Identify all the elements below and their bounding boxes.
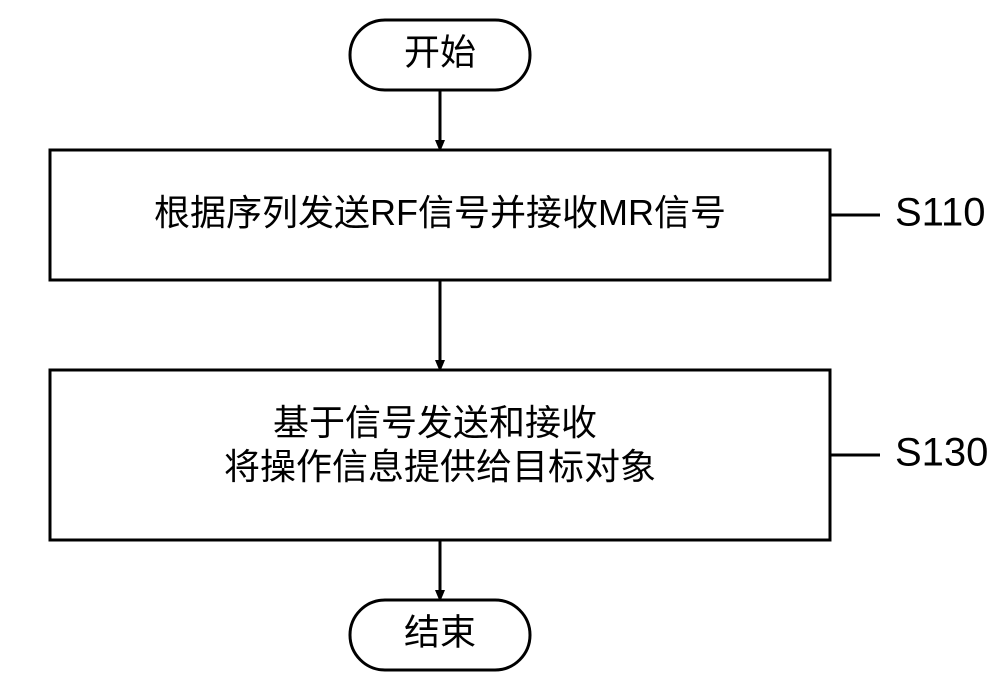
process-1-node: 根据序列发送RF信号并接收MR信号 <box>50 150 830 280</box>
start-label: 开始 <box>404 32 476 73</box>
label-s130: S130 <box>895 431 988 475</box>
start-node: 开始 <box>350 20 530 90</box>
process-1-text: 根据序列发送RF信号并接收MR信号 <box>154 192 726 233</box>
label-s110: S110 <box>895 191 985 235</box>
process-2-line-1: 基于信号发送和接收 <box>273 402 597 443</box>
end-node: 结束 <box>350 600 530 670</box>
process-2-node: 基于信号发送和接收 将操作信息提供给目标对象 <box>50 370 830 540</box>
flowchart-canvas: 开始 根据序列发送RF信号并接收MR信号 S110 基于信号发送和接收 将操作信… <box>0 0 1000 689</box>
process-2-line-2: 将操作信息提供给目标对象 <box>224 446 656 487</box>
end-label: 结束 <box>404 612 476 653</box>
process-1-line-1: 根据序列发送RF信号并接收MR信号 <box>154 192 726 233</box>
